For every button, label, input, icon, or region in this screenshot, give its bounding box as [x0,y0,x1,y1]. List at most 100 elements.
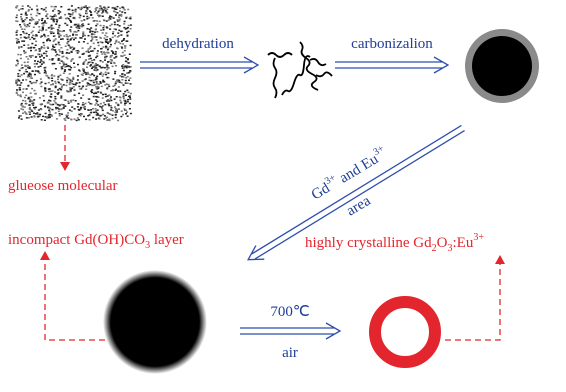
dot [94,104,96,106]
dot [26,103,28,105]
dot [66,82,68,84]
dot [102,27,104,29]
dot [109,16,111,18]
dot [43,47,45,49]
dot [106,36,108,38]
dot [109,46,111,48]
dot [70,100,72,102]
dot [53,75,55,77]
dot [117,120,119,122]
dot [23,50,25,52]
dot [43,42,45,44]
dot [119,75,121,77]
dot [41,81,43,83]
dot [130,28,132,30]
dot [130,113,132,115]
dot [121,73,123,75]
dot [43,9,45,11]
dot [123,67,125,69]
dot [96,114,98,116]
dot [92,31,94,33]
dot [121,82,123,84]
dot [27,5,29,7]
dot [118,16,120,18]
dot [50,33,52,35]
dot [64,14,66,16]
label: glueose molecular [8,178,118,194]
dot [57,59,59,61]
dot [117,24,119,26]
dot [18,47,20,49]
dot [67,36,69,38]
dot [119,14,121,16]
dot [100,41,102,43]
dot [38,71,40,73]
dot [15,20,17,22]
dot [39,29,41,31]
dot [130,17,132,19]
dot [93,85,95,87]
dot [17,63,19,65]
dot [21,103,23,105]
dot [45,11,47,13]
dot [65,64,67,66]
dot [77,25,79,27]
dot [91,68,93,70]
dot [104,59,106,61]
dot [62,38,64,40]
dot [27,98,29,100]
dot [58,55,60,57]
pointer [45,258,105,340]
dot [76,27,78,29]
dot [48,114,50,116]
dot [54,14,56,16]
dot [96,53,98,55]
dot [69,35,71,37]
dot [109,41,111,43]
dot [79,13,81,15]
dot [97,114,99,116]
dot [58,42,60,44]
dot [125,82,127,84]
dot [30,57,32,59]
dot [92,66,94,68]
dot [90,46,92,48]
dot [20,16,22,18]
dot [123,98,125,100]
dot [114,21,116,23]
dot [98,45,100,47]
dot [116,79,118,81]
dot [125,95,127,97]
dot [17,94,19,96]
dot [115,89,117,91]
dot [46,117,48,119]
dot [100,37,102,39]
dot [45,73,47,75]
dot [61,86,63,88]
dot [24,111,26,113]
dot [20,34,22,36]
dot [70,60,72,62]
dot [43,53,45,55]
dot [24,29,26,31]
dot [30,92,32,94]
dot [85,59,87,61]
dot [66,34,68,36]
dot [64,66,66,68]
dot [24,25,26,27]
arrow [335,57,448,73]
dot [64,105,66,107]
dot [110,55,112,57]
dot [81,113,83,115]
dot [16,32,18,33]
dot [79,56,81,58]
dot [52,63,54,65]
dot [77,75,79,77]
dot [32,71,34,73]
dot [116,41,118,43]
dot [88,62,90,64]
dot [19,89,21,91]
dot [118,80,120,82]
dot [124,50,126,52]
dot [58,82,60,84]
